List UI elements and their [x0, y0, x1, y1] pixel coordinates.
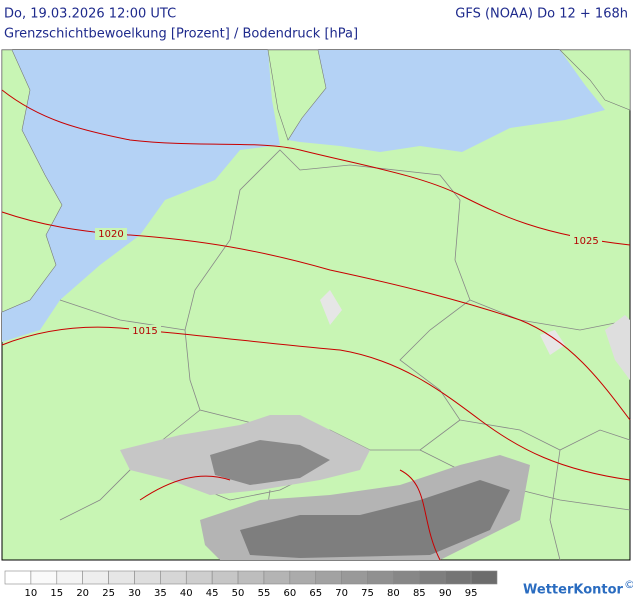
legend-swatch: [315, 570, 342, 585]
legend-label: 75: [361, 588, 374, 599]
isobar-label: 1025: [573, 236, 598, 247]
isobar-label: 1015: [132, 326, 157, 337]
legend-label: 45: [206, 588, 219, 599]
legend-swatch: [444, 570, 472, 585]
sweden: [559, 49, 631, 111]
legend-swatch: [30, 570, 58, 585]
legend-swatch: [367, 570, 394, 585]
legend-swatch: [211, 570, 239, 585]
legend-label: 85: [413, 588, 426, 599]
britain: [1, 49, 63, 313]
legend-swatch: [470, 570, 498, 585]
legend-label: 20: [76, 588, 89, 599]
logo: WetterKontor: [523, 583, 624, 598]
isobar-label-bg: [570, 235, 602, 247]
legend-swatch: [56, 570, 83, 585]
legend-swatch: [108, 570, 135, 585]
north-sea: [2, 50, 280, 342]
legend-label: 90: [439, 588, 452, 599]
map: 1020 1025 1015: [1, 49, 631, 561]
copyright: ©: [624, 578, 633, 591]
legend-swatch: [263, 570, 291, 585]
baltic-sea: [288, 50, 605, 152]
legend-label: 65: [309, 588, 322, 599]
legend-label: 70: [335, 588, 348, 599]
legend-swatch: [393, 570, 420, 585]
legend: 10 15 20 25 30 35 40 45 50 55 60 65 70 75 80 85 90 95: [4, 570, 498, 599]
denmark: [267, 49, 327, 141]
legend-label: 40: [180, 588, 193, 599]
legend-label: 30: [128, 588, 141, 599]
legend-swatch: [134, 570, 161, 585]
legend-label: 15: [50, 588, 63, 599]
legend-label: 55: [258, 588, 271, 599]
legend-swatch: [4, 570, 32, 585]
legend-swatch: [289, 570, 317, 585]
legend-label: 10: [25, 588, 38, 599]
cloud-cover: [120, 290, 630, 560]
legend-label: 50: [232, 588, 245, 599]
isobar-label-bg: [95, 228, 127, 240]
legend-label: 80: [387, 588, 400, 599]
legend-swatch: [82, 570, 109, 585]
legend-swatch: [419, 570, 446, 585]
isobar-label-bg: [129, 325, 161, 337]
valid-time: Do, 19.03.2026 12:00 UTC: [4, 7, 176, 22]
legend-label: 25: [102, 588, 115, 599]
legend-swatch: [237, 570, 265, 585]
model-info: GFS (NOAA) Do 12 + 168h: [455, 7, 628, 22]
legend-swatch: [185, 570, 213, 585]
legend-swatch: [160, 570, 187, 585]
legend-label: 35: [154, 588, 167, 599]
legend-label: 60: [283, 588, 296, 599]
legend-swatch: [341, 570, 368, 585]
subtitle: Grenzschichtbewoelkung [Prozent] / Boden…: [4, 27, 358, 42]
legend-label: 95: [465, 588, 478, 599]
isobar-label: 1020: [98, 229, 123, 240]
